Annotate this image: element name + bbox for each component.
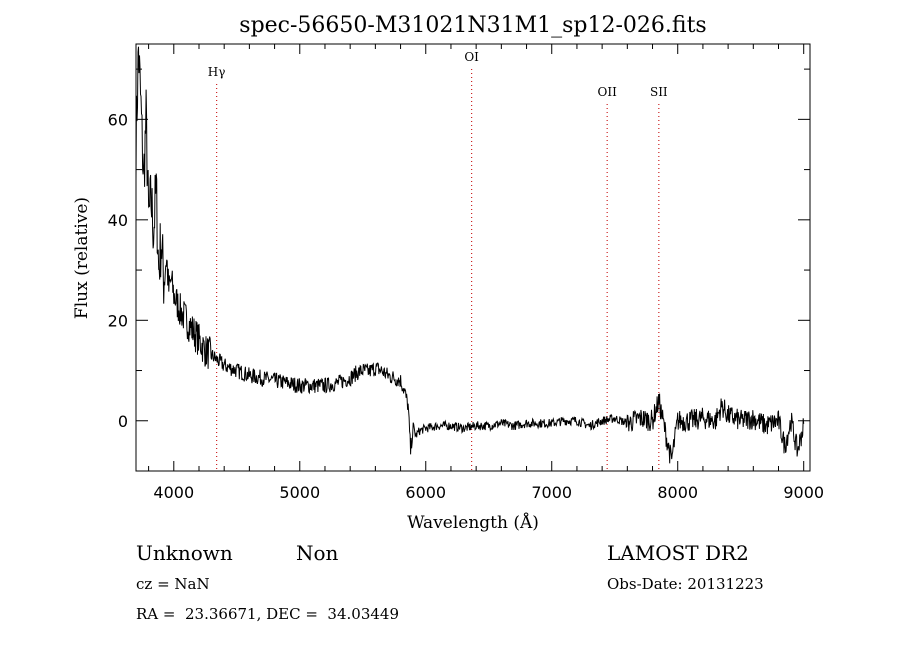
y-axis-label: Flux (relative) bbox=[72, 197, 92, 319]
line-marker-label: SII bbox=[650, 85, 668, 99]
x-axis-label: Wavelength (Å) bbox=[407, 512, 539, 533]
y-tick-label: 0 bbox=[118, 412, 128, 431]
y-tick-label: 20 bbox=[108, 311, 128, 330]
spectrum-line bbox=[135, 46, 805, 464]
line-annotations: Hγ OI OII SII bbox=[208, 50, 668, 471]
obs-date: Obs-Date: 20131223 bbox=[607, 575, 764, 593]
x-tick-label: 9000 bbox=[783, 483, 824, 502]
chart-title: spec-56650-M31021N31M1_sp12-026.fits bbox=[239, 13, 706, 38]
redshift-value: cz = NaN bbox=[136, 575, 210, 593]
axis-ticks: 4000 5000 6000 7000 8000 9000 0 20 40 60 bbox=[108, 44, 824, 502]
coordinates: RA = 23.36671, DEC = 34.03449 bbox=[136, 605, 399, 623]
line-marker-label: OI bbox=[464, 50, 479, 64]
plot-frame bbox=[135, 43, 811, 472]
line-marker-label: OII bbox=[598, 85, 618, 99]
x-tick-label: 5000 bbox=[279, 483, 320, 502]
line-marker-label: Hγ bbox=[208, 65, 226, 79]
x-tick-label: 8000 bbox=[657, 483, 698, 502]
x-tick-label: 7000 bbox=[531, 483, 572, 502]
object-subclass: Non bbox=[296, 541, 339, 565]
x-tick-label: 4000 bbox=[153, 483, 194, 502]
survey-name: LAMOST DR2 bbox=[607, 541, 749, 565]
x-tick-label: 6000 bbox=[405, 483, 446, 502]
y-tick-label: 40 bbox=[108, 211, 128, 230]
object-class: Unknown bbox=[136, 541, 233, 565]
y-tick-label: 60 bbox=[108, 110, 128, 129]
